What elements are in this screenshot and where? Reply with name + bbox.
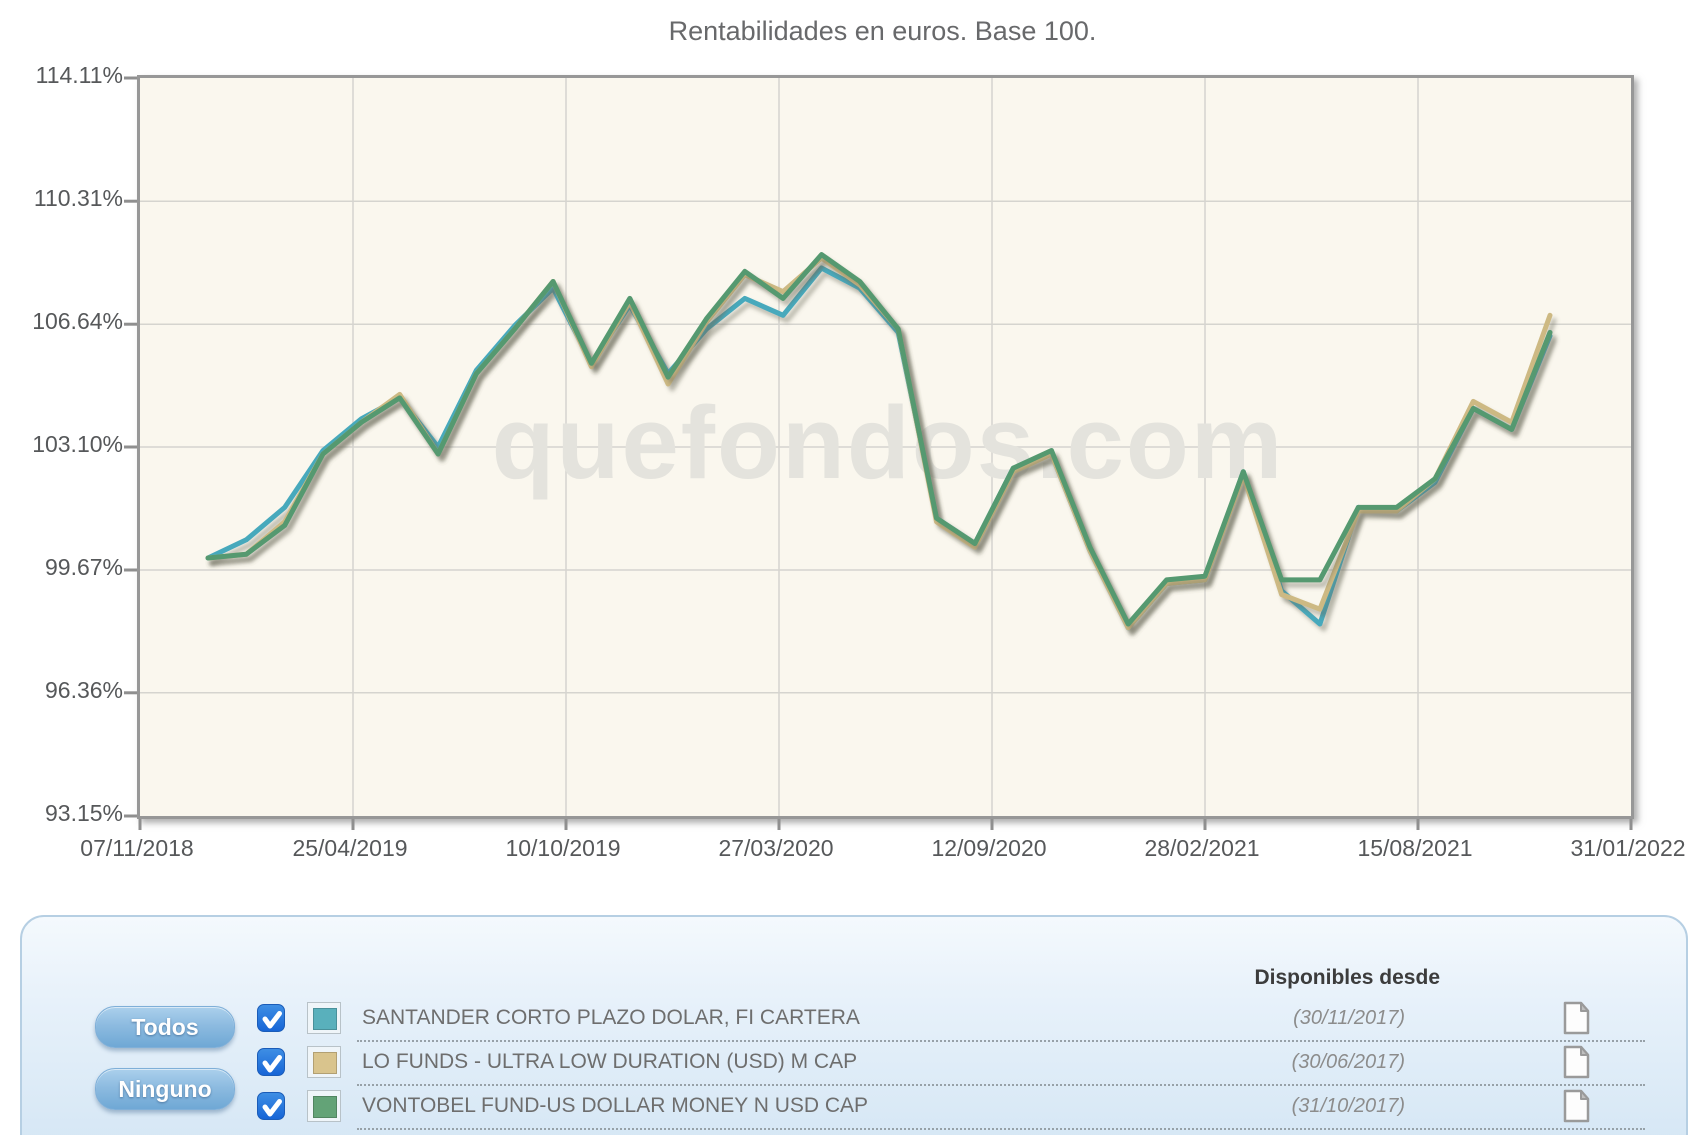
fund-checkbox[interactable] [257,1004,285,1032]
series-line-2 [205,252,1553,627]
chart-canvas: quefondos.com [124,76,1633,830]
check-icon [262,1055,282,1073]
file-icon[interactable] [1563,1045,1590,1079]
fund-checkbox[interactable] [257,1048,285,1076]
available-since-header: Disponibles desde [1254,966,1440,989]
x-axis-label: 25/04/2019 [292,835,408,861]
fund-available-date: (30/06/2017) [1291,1051,1405,1073]
y-axis-label: 106.64% [32,308,123,335]
y-axis-label: 103.10% [32,430,123,457]
file-icon[interactable] [1563,1001,1590,1035]
row-separator [357,1128,1645,1130]
series-color-key [307,1002,341,1034]
y-axis-label: 110.31% [33,185,123,212]
check-icon [262,1011,282,1029]
watermark: quefondos.com [492,385,1285,500]
fund-available-date: (30/11/2017) [1293,1007,1405,1029]
x-axis-label: 28/02/2021 [1144,835,1260,861]
color-swatch-teal [313,1008,337,1030]
fund-available-date: (31/10/2017) [1291,1095,1405,1117]
row-separator [357,1040,1645,1042]
plot-area: quefondos.com [124,75,1634,830]
x-axis-label: 15/08/2021 [1357,835,1473,861]
y-axis-label: 99.67% [44,553,123,580]
file-icon[interactable] [1563,1089,1590,1123]
x-axis-label: 12/09/2020 [931,835,1047,861]
fund-name: LO FUNDS - ULTRA LOW DURATION (USD) M CA… [362,1050,858,1073]
legend-panel [20,915,1688,1135]
x-axis-label: 07/11/2018 [80,835,194,861]
check-icon [262,1099,282,1117]
x-axis-label: 31/01/2022 [1570,835,1686,861]
fund-name: SANTANDER CORTO PLAZO DOLAR, FI CARTERA [362,1006,860,1029]
color-swatch-tan [313,1052,337,1074]
series-color-key [307,1046,341,1078]
y-axis-label: 93.15% [44,800,123,826]
series-color-key [307,1090,341,1122]
select-none-button[interactable]: Ninguno [95,1068,235,1110]
fund-checkbox[interactable] [257,1092,285,1120]
y-axis-label: 114.11% [35,62,123,88]
fund-name: VONTOBEL FUND-US DOLLAR MONEY N USD CAP [362,1094,869,1117]
row-separator [357,1084,1645,1086]
color-swatch-green [313,1096,337,1118]
chart-title: Rentabilidades en euros. Base 100. [668,16,1097,46]
x-axis-label: 27/03/2020 [718,835,834,861]
x-axis-label: 10/10/2019 [505,835,621,861]
y-axis-label: 96.36% [44,676,123,703]
select-all-button[interactable]: Todos [95,1006,235,1048]
